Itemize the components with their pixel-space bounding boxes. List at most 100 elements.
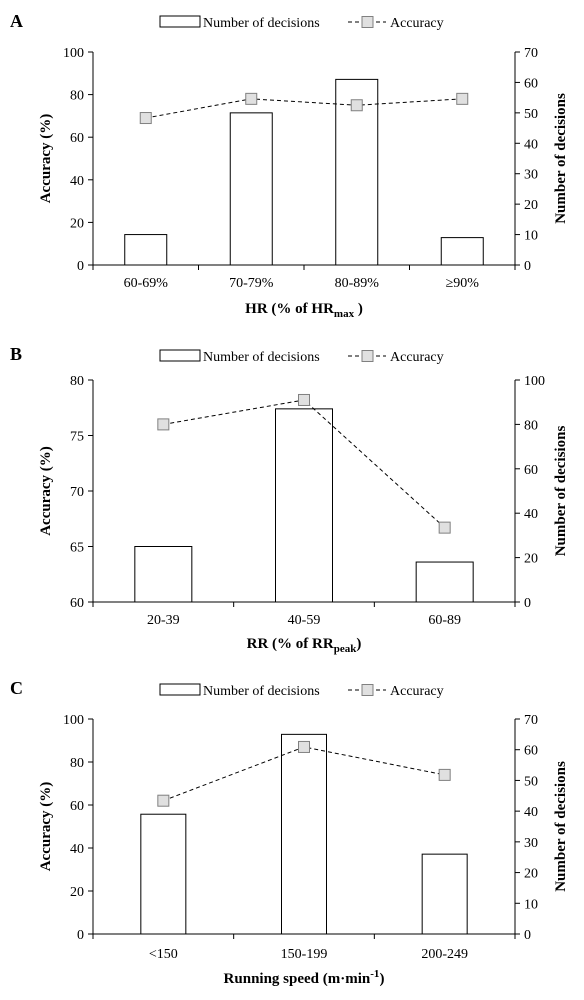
panel-c-left-axis-title: Accuracy (%): [38, 782, 54, 872]
panel-a-right-tick-label: 10: [524, 229, 538, 244]
panel-b-letter: B: [10, 344, 22, 364]
panel-c-left-tick-label: 100: [63, 713, 84, 728]
panel-c-accuracy-point: [298, 740, 310, 753]
panel-a-accuracy-point: [139, 112, 152, 125]
panel-a-left-tick-label: 80: [70, 89, 84, 104]
panel-a-right-tick-label: 60: [524, 76, 538, 91]
panel-b-category-label: 20-39: [147, 613, 180, 628]
panel-c-bar: [281, 733, 327, 935]
panel-a-accuracy-point: [456, 92, 469, 105]
panel-c-x-axis-title-main: Running speed (m·min: [224, 971, 371, 987]
panel-a-left-tick-label: 100: [63, 46, 84, 61]
panel-a-left-tick-label: 0: [77, 259, 84, 274]
panel-c-legend-bar-swatch: [159, 683, 201, 696]
panel-a-accuracy-point: [245, 92, 258, 105]
panel-b-left-tick-label: 65: [70, 541, 84, 556]
panel-c-left-tick-label: 80: [70, 756, 84, 771]
panel-a-bar: [229, 112, 273, 266]
panel-a-right-tick-label: 40: [524, 137, 538, 152]
panel-a-legend-line-marker: [361, 16, 374, 28]
panel-b-right-tick-label: 0: [524, 596, 531, 611]
panel-a-legend-line-label: Accuracy: [390, 16, 444, 31]
panel-c-right-tick-label: 40: [524, 805, 538, 820]
panel-b-accuracy-point: [298, 393, 310, 406]
panel-c-right-tick-label: 60: [524, 744, 538, 759]
panel-a-x-axis-title: HR (% of HRmax ): [245, 301, 363, 320]
panel-a-right-tick-label: 20: [524, 198, 538, 213]
panel-c-right-tick-label: 20: [524, 867, 538, 882]
panel-b-left-tick-label: 75: [70, 430, 84, 445]
panel-b-x-axis-title-end: ): [356, 636, 361, 652]
panel-c-bar: [140, 813, 187, 935]
panel-c-right-tick-label: 50: [524, 774, 538, 789]
panel-a-left-tick-label: 40: [70, 174, 84, 189]
panel-b-legend-bar-label: Number of decisions: [203, 350, 320, 365]
panel-a-letter: A: [10, 11, 23, 31]
panel-b-legend-line-marker: [361, 350, 374, 362]
panel-b-bar: [415, 561, 474, 603]
panel-b-left-axis-title: Accuracy (%): [38, 446, 54, 536]
panel-a-x-axis-title-subscript: max: [334, 308, 355, 320]
panel-b-x-axis-title: RR (% of RRpeak): [247, 636, 362, 655]
panel-b-legend-bar-swatch: [159, 349, 201, 362]
panel-a-category-label: 70-79%: [229, 276, 274, 291]
panel-b-category-label: 40-59: [288, 613, 321, 628]
panel-a-accuracy-line: [145, 98, 463, 119]
panel-c-x-axis-title-end: ): [379, 971, 384, 987]
panel-b-bar: [275, 408, 333, 603]
panel-b-right-tick-label: 60: [524, 463, 538, 478]
panel-c-accuracy-point: [438, 768, 451, 781]
panel-a-left-tick-label: 60: [70, 131, 84, 146]
panel-b-left-tick-label: 60: [70, 596, 84, 611]
panel-b-left-tick-label: 80: [70, 374, 84, 389]
panel-a-left-axis-title: Accuracy (%): [38, 114, 54, 204]
panel-b-right-tick-label: 100: [524, 374, 545, 389]
panel-c-left-tick-label: 60: [70, 799, 84, 814]
panel-a-right-tick-label: 30: [524, 168, 538, 183]
panel-c-bar: [421, 853, 468, 935]
panel-b-bar: [134, 546, 193, 603]
panel-c-legend-line-label: Accuracy: [390, 684, 444, 699]
panel-c-left-tick-label: 0: [77, 928, 84, 943]
panel-b-right-tick-label: 40: [524, 507, 538, 522]
panel-a-right-tick-label: 50: [524, 107, 538, 122]
panel-c-right-axis-title: Number of decisions: [553, 761, 569, 892]
panel-b-left-tick-label: 70: [70, 485, 84, 500]
panel-c-right-tick-label: 30: [524, 836, 538, 851]
panel-c-right-tick-label: 70: [524, 713, 538, 728]
panel-a-right-tick-label: 70: [524, 46, 538, 61]
panel-b-legend-line-label: Accuracy: [390, 350, 444, 365]
panel-a-accuracy-point: [350, 99, 363, 112]
panel-b-x-axis-title-subscript: peak: [334, 643, 358, 655]
panel-b-right-tick-label: 20: [524, 552, 538, 567]
panel-a-legend-bar-label: Number of decisions: [203, 16, 320, 31]
panel-a-bar: [124, 234, 168, 266]
panel-a-right-axis-title: Number of decisions: [553, 93, 569, 224]
panel-a-category-label: 80-89%: [335, 276, 380, 291]
panel-b-accuracy-point: [157, 418, 170, 431]
panel-a-x-axis-title-end: ): [354, 301, 363, 317]
panel-a-bar: [440, 237, 484, 266]
panel-c-accuracy-point: [157, 794, 170, 807]
panel-b-accuracy-point: [438, 521, 451, 534]
panel-c-category-label: 200-249: [421, 947, 468, 962]
panel-a-left-tick-label: 20: [70, 216, 84, 231]
panel-a-x-axis-title-main: HR (% of HR: [245, 301, 334, 317]
panel-c-right-tick-label: 10: [524, 897, 538, 912]
panel-c-right-tick-label: 0: [524, 928, 531, 943]
panel-c-left-tick-label: 40: [70, 842, 84, 857]
panel-a-right-tick-label: 0: [524, 259, 531, 274]
panel-c-category-label: <150: [149, 947, 178, 962]
panel-a-legend-bar-swatch: [159, 15, 201, 28]
panel-c-category-label: 150-199: [281, 947, 328, 962]
panel-a-category-label: 60-69%: [124, 276, 169, 291]
panel-c-legend-line-marker: [361, 684, 374, 696]
panel-c-x-axis-title: Running speed (m·min-1): [224, 968, 385, 987]
panel-b-right-tick-label: 80: [524, 418, 538, 433]
panel-c-x-axis-title-superscript: -1: [370, 968, 379, 980]
panel-b-category-label: 60-89: [428, 613, 461, 628]
panel-c-left-tick-label: 20: [70, 885, 84, 900]
panel-b-right-axis-title: Number of decisions: [553, 426, 569, 557]
panel-c-letter: C: [10, 678, 23, 698]
